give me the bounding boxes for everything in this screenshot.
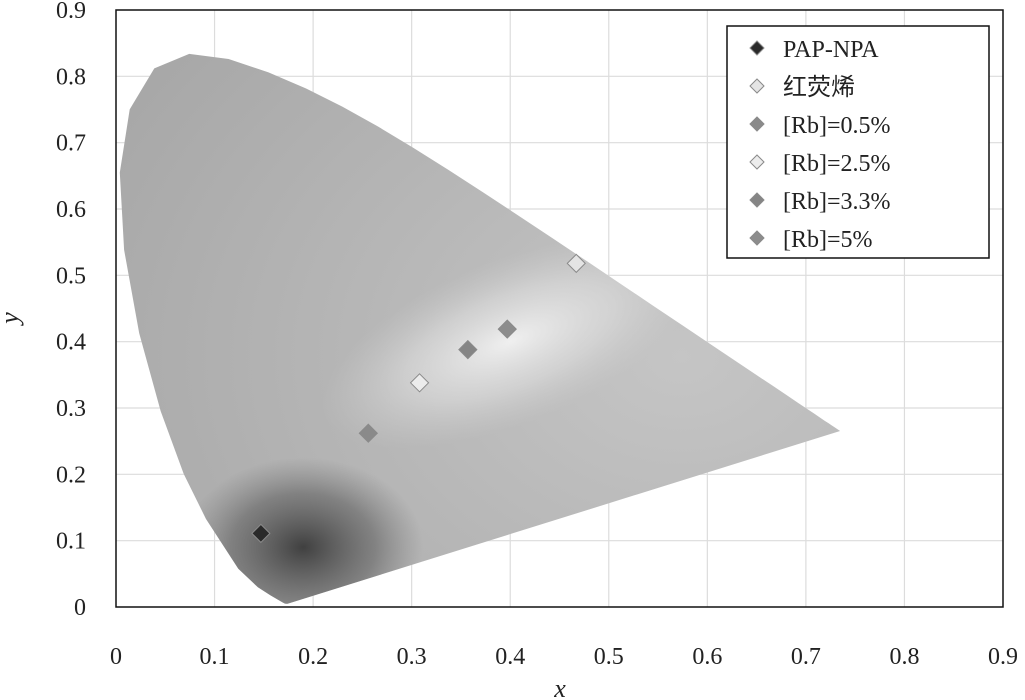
legend-label: [Rb]=5% [783, 227, 873, 253]
legend-label: [Rb]=0.5% [783, 113, 891, 139]
data-points [251, 253, 586, 544]
legend-marker [749, 78, 765, 94]
legend-marker [749, 230, 765, 246]
x-tick-label: 0.8 [889, 644, 919, 670]
data-point [409, 373, 430, 393]
data-point [358, 423, 379, 443]
y-tick-label: 0.6 [56, 197, 86, 223]
legend-marker [749, 40, 765, 56]
y-tick-label: 0.7 [56, 131, 86, 157]
x-tick-label: 0.6 [692, 644, 722, 670]
data-point [251, 523, 271, 544]
x-tick-label: 0.2 [298, 644, 328, 670]
x-tick-label: 0.4 [495, 644, 525, 670]
data-point [566, 253, 586, 274]
x-tick-label: 0.9 [988, 644, 1018, 670]
legend-box [726, 25, 990, 259]
x-axis-title: x [553, 674, 566, 700]
x-tick-label: 0.7 [791, 644, 821, 670]
y-tick-label: 0.3 [56, 396, 86, 422]
y-tick-label: 0.9 [56, 0, 86, 24]
x-tick-label: 0.3 [397, 644, 427, 670]
legend-marker [749, 116, 765, 132]
legend-label: PAP-NPA [783, 37, 879, 63]
legend-marker [749, 192, 765, 208]
legend: PAP-NPA 红荧烯 [Rb]=0.5% [Rb]=2.5% [Rb]=3.3% [Rb… [726, 25, 990, 259]
y-axis-title: y [0, 312, 24, 327]
legend-marker [749, 154, 765, 170]
y-tick-label: 0.2 [56, 462, 86, 488]
plot-frame [115, 9, 1004, 608]
y-tick-label: 0.4 [56, 330, 86, 356]
data-point [497, 319, 517, 339]
x-axis-ticks: 0 0.1 0.2 0.3 0.4 0.5 0.6 0.7 0.8 0.9 [110, 644, 1018, 670]
x-tick-label: 0.1 [200, 644, 230, 670]
y-tick-label: 0.8 [56, 64, 86, 90]
data-point [458, 339, 478, 360]
x-tick-label: 0 [110, 644, 122, 670]
x-tick-label: 0.5 [594, 644, 624, 670]
legend-label: [Rb]=3.3% [783, 189, 891, 215]
y-tick-label: 0 [74, 595, 86, 621]
y-tick-label: 0.5 [56, 263, 86, 289]
legend-label: 红荧烯 [783, 74, 855, 101]
y-axis-ticks: 0 0.1 0.2 0.3 0.4 0.5 0.6 0.7 0.8 0.9 [56, 0, 86, 621]
legend-label: [Rb]=2.5% [783, 151, 891, 177]
y-tick-label: 0.1 [56, 529, 86, 555]
